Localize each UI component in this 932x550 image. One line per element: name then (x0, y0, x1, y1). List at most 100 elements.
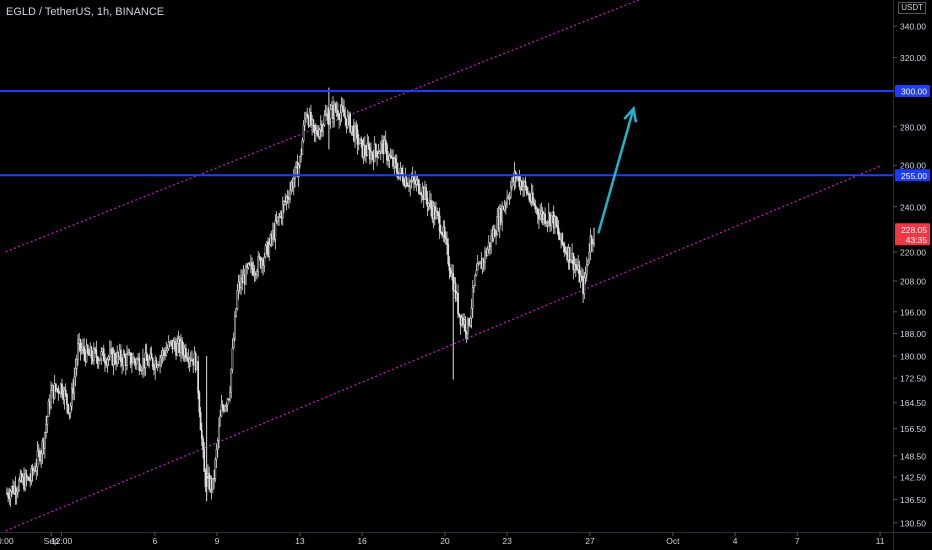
symbol-header: EGLD / TetherUS, 1h, BINANCE (6, 6, 165, 18)
candle-up (269, 234, 272, 245)
candle-down (129, 352, 132, 365)
candle-down (375, 144, 377, 152)
candle-up (289, 189, 291, 200)
candle-up (63, 389, 66, 400)
arrow-icon (623, 105, 638, 123)
candle-up (490, 235, 493, 248)
candle-up (357, 143, 360, 145)
candle-down (544, 213, 546, 224)
candle-up (257, 256, 260, 273)
level-price-label: 255.00 (901, 171, 927, 181)
last-price-badge (895, 223, 930, 246)
candle-down (57, 388, 60, 393)
candle-down (102, 348, 105, 362)
candle-up (232, 338, 235, 349)
time-tick-label: 7 (795, 536, 800, 546)
candle-up (383, 139, 386, 155)
candle-up (68, 412, 71, 414)
candle-up (15, 492, 18, 495)
time-tick-label: 27 (585, 536, 595, 546)
candle-up (93, 348, 95, 362)
candle-down (572, 253, 575, 270)
candle-up (333, 104, 336, 120)
candle-down (133, 357, 136, 362)
candle-down (557, 227, 560, 236)
candle-down (313, 125, 316, 133)
candle-up (588, 251, 591, 261)
candle-down (533, 202, 535, 206)
candle-down (437, 212, 440, 217)
price-tick-label: 130.50 (900, 518, 926, 528)
candle-up (579, 275, 582, 283)
time-tick-label: 12:00 (51, 536, 73, 546)
candle-up (473, 285, 475, 288)
candle-down (200, 429, 203, 440)
candle-up (478, 263, 480, 265)
candle-down (520, 181, 523, 191)
candle-down (349, 113, 352, 133)
candle-up (229, 391, 231, 400)
candle-up (350, 126, 353, 133)
candle-up (300, 154, 302, 157)
candle-up (587, 259, 589, 265)
candle-up (74, 368, 77, 378)
candle-down (155, 360, 158, 368)
candle-down (590, 236, 593, 245)
candle-up (505, 203, 507, 206)
candle-up (329, 108, 332, 119)
candle-down (524, 181, 527, 187)
time-tick-label: 11 (876, 536, 885, 546)
candle-up (302, 125, 305, 141)
candle-down (443, 226, 446, 238)
candle-up (160, 355, 163, 359)
currency-badge: USDT (898, 2, 926, 14)
candle-up (501, 206, 504, 223)
candle-up (539, 213, 542, 220)
time-tick-label: Oct (666, 536, 680, 546)
candle-down (394, 158, 397, 164)
price-tick-label: 320.00 (900, 53, 926, 63)
candle-up (140, 368, 143, 371)
candle-down (386, 144, 388, 161)
candle-up (108, 349, 111, 358)
candle-down (113, 353, 116, 362)
candle-up (44, 432, 46, 449)
candle-down (344, 116, 347, 119)
candle-down (444, 236, 447, 240)
candle-down (185, 347, 187, 358)
candle-up (127, 352, 130, 356)
candle-up (516, 177, 518, 179)
candle-up (583, 277, 586, 294)
candle-up (292, 178, 295, 188)
candle-up (585, 264, 588, 275)
candle-down (55, 383, 57, 390)
candle-up (224, 406, 226, 412)
candle-up (318, 129, 321, 137)
candle-up (40, 453, 43, 462)
candle-up (85, 345, 88, 362)
candle-up (285, 196, 288, 202)
candle-down (561, 233, 564, 244)
candle-down (528, 193, 531, 200)
candle-down (25, 473, 28, 479)
candle-up (106, 359, 109, 366)
price-tick-label: 142.50 (900, 473, 926, 483)
candle-up (30, 468, 33, 481)
candle-up (378, 151, 381, 154)
candle-up (366, 143, 369, 156)
candle-down (405, 177, 408, 187)
candle-up (522, 185, 524, 191)
candle-up (467, 318, 469, 335)
candle-up (32, 470, 35, 474)
level-price-badge (895, 85, 930, 97)
candle-up (281, 204, 284, 219)
candle-down (341, 105, 344, 110)
candle-up (550, 215, 553, 227)
price-tick-label: 340.00 (900, 22, 926, 32)
candle-up (122, 354, 125, 366)
price-tick-label: 148.50 (900, 451, 926, 461)
candle-up (264, 245, 267, 258)
price-tick-label: 220.00 (900, 247, 926, 257)
candle-up (156, 365, 159, 368)
